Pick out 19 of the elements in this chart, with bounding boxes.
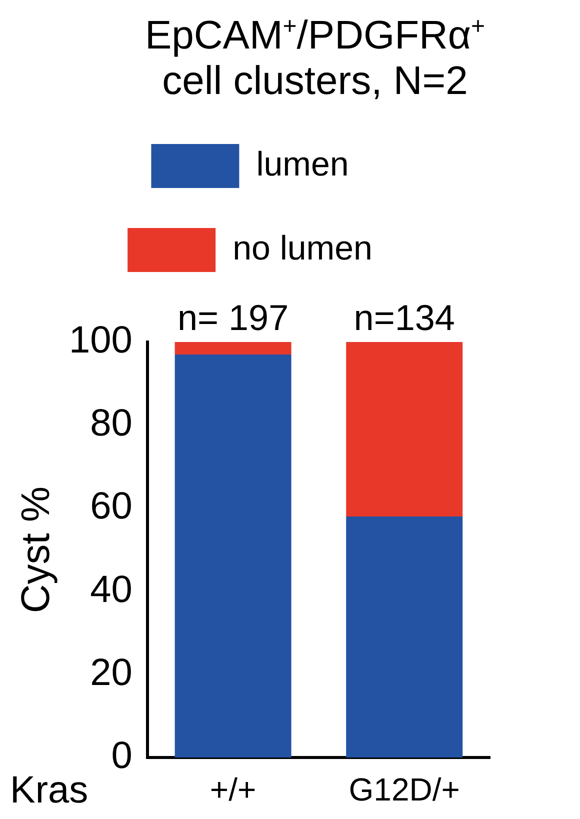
- bar: [174, 354, 292, 758]
- bar: [346, 342, 463, 517]
- y-tick-label: 100: [68, 319, 132, 362]
- x-axis-title: Kras: [10, 769, 88, 812]
- y-tick-label: 80: [90, 402, 132, 445]
- annotation: n=134: [354, 296, 455, 338]
- y-tick-label: 60: [90, 486, 132, 528]
- y-tick-label: 20: [90, 652, 132, 694]
- y-tick-label: 0: [111, 735, 132, 778]
- legend-label: lumen: [256, 145, 349, 184]
- y-axis-title: Cyst %: [14, 486, 58, 614]
- bar: [174, 342, 292, 354]
- x-tick-label: +/+: [210, 772, 256, 808]
- legend-label: no lumen: [232, 229, 372, 268]
- y-tick-label: 40: [90, 568, 132, 611]
- annotation: n= 197: [177, 296, 289, 338]
- chart-title: EpCAM$^{+}$/PDGFRα$^{+}$ cell clusters, N=2: [144, 12, 486, 104]
- bar: [346, 516, 463, 758]
- x-tick-label: G12D/+: [348, 772, 460, 808]
